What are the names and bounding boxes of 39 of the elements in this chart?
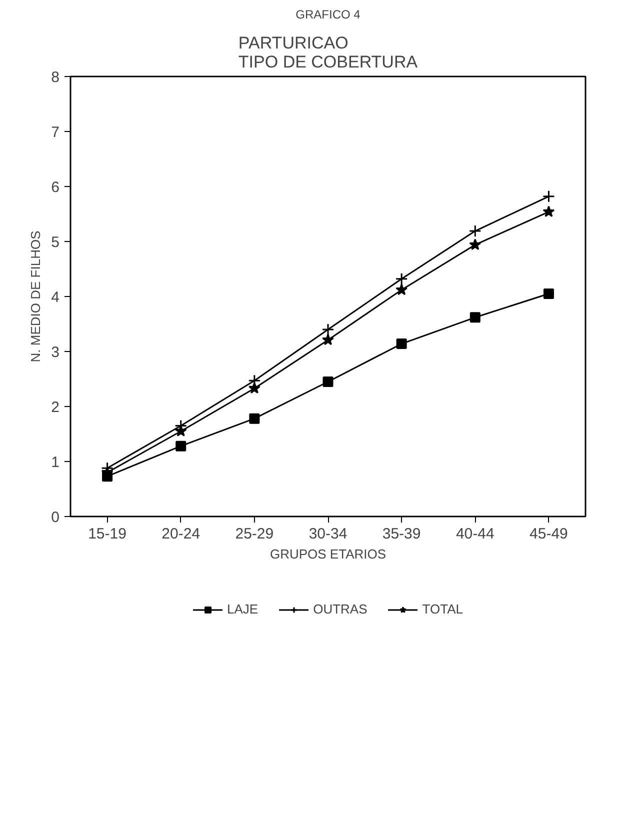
point [543,288,554,299]
x-tick-label: 20-24 [162,526,200,542]
x-tick-label: 40-44 [456,526,494,542]
point [322,334,334,346]
chart-title: GRAFICO 4 [296,8,361,22]
point [470,312,480,323]
legend-label: OUTRAS [313,602,368,616]
point [469,238,482,250]
y-tick-label: 8 [51,69,60,86]
y-tick-label: 5 [51,234,60,251]
point [468,224,482,238]
x-axis-title: GRUPOS ETARIOS [270,546,386,562]
y-tick-label: 7 [51,124,60,141]
point [176,440,186,452]
x-tick-label: 45-49 [530,526,568,542]
point [542,190,555,203]
point [542,206,555,217]
y-tick-label: 6 [51,179,60,196]
y-tick-label: 2 [51,399,60,416]
y-tick-label: 0 [51,509,60,526]
y-tick-label: 1 [51,454,60,471]
point [396,338,407,350]
point [174,425,187,436]
point [396,284,408,296]
point [248,382,260,394]
legend-label: LAJE [227,602,258,616]
x-tick-label: 35-39 [382,526,421,542]
x-tick-label: 25-29 [235,526,274,542]
point [395,272,408,286]
point [322,376,334,387]
chart-subtitle: PARTURICAO TIPO DE COBERTURA [238,34,418,72]
y-tick-label: 4 [51,289,60,306]
x-tick-label: 30-34 [308,526,348,542]
y-axis-title: N. MEDIO DE FILHOS [28,230,44,362]
y-tick-label: 3 [51,344,60,361]
point [249,413,260,424]
point [322,323,334,336]
legend-label: TOTAL [422,602,463,616]
x-tick-label: 15-19 [88,526,126,542]
